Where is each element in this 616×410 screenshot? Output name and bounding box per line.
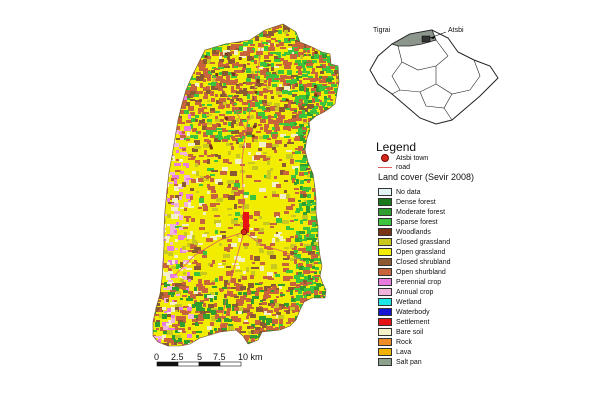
inset-ethiopia-map (369, 29, 499, 125)
landcover-label: Waterbody (396, 308, 430, 316)
scale-bar (156, 361, 242, 367)
landcover-legend-item: Bare soil (378, 327, 423, 337)
landcover-legend-title: Land cover (Sevir 2008) (378, 172, 475, 182)
landcover-legend-item: Lava (378, 347, 411, 357)
landcover-swatch (378, 208, 392, 216)
landcover-swatch (378, 298, 392, 306)
landcover-swatch (378, 338, 392, 346)
inset-town-label: Atsbi (448, 27, 464, 34)
landcover-label: Open grassland (396, 248, 446, 256)
landcover-swatch (378, 358, 392, 366)
landcover-label: Bare soil (396, 328, 424, 336)
landcover-label: Lava (396, 348, 412, 356)
study-area (153, 24, 339, 346)
landcover-swatch (378, 328, 392, 336)
landcover-swatch (378, 288, 392, 296)
landcover-label: Perennial crop (396, 278, 442, 286)
landcover-swatch (378, 198, 392, 206)
landcover-label: Wetland (396, 298, 422, 306)
landcover-legend-item: Rock (378, 337, 412, 347)
landcover-swatch (378, 228, 392, 236)
landcover-label: Annual crop (396, 288, 434, 296)
landcover-swatch (378, 218, 392, 226)
landcover-legend-item: Annual crop (378, 287, 433, 297)
legend-road-label: road (396, 163, 411, 171)
landcover-legend-item: Wetland (378, 297, 422, 307)
landcover-legend-item: Perennial crop (378, 277, 441, 287)
legend-road: road (378, 162, 410, 172)
landcover-legend-item: Moderate forest (378, 207, 445, 217)
landcover-label: Moderate forest (396, 208, 446, 216)
landcover-label: Rock (396, 338, 412, 346)
landcover-swatch (378, 308, 392, 316)
landcover-label: Settlement (396, 318, 430, 326)
landcover-legend-item: Woodlands (378, 227, 431, 237)
atsbi-inset-marker (421, 35, 431, 43)
scale-tick-2: 5 (197, 352, 203, 362)
landcover-legend-item: Waterbody (378, 307, 430, 317)
landcover-swatch (378, 258, 392, 266)
landcover-swatch (378, 348, 392, 356)
landcover-legend-item: Open shurbland (378, 267, 446, 277)
legend-town-label: Atsbi town (396, 154, 429, 162)
landcover-legend-item: Open grassland (378, 247, 445, 257)
landcover-swatch (378, 318, 392, 326)
landcover-label: Open shurbland (396, 268, 446, 276)
scale-tick-0: 0 (154, 352, 160, 362)
landcover-label: No data (396, 188, 421, 196)
landcover-label: Closed grassland (396, 238, 451, 246)
landcover-label: Woodlands (396, 228, 431, 236)
landcover-legend-item: Settlement (378, 317, 429, 327)
town-symbol-icon (378, 154, 392, 162)
scale-tick-3: 7.5 (213, 352, 226, 362)
landcover-label: Salt pan (396, 358, 422, 366)
atsbi-town-marker (240, 228, 248, 236)
settlement-area (243, 212, 249, 232)
landcover-label: Dense forest (396, 198, 436, 206)
landcover-legend-item: Closed grassland (378, 237, 450, 247)
landcover-swatch (378, 268, 392, 276)
scale-tick-1: 2.5 (171, 352, 184, 362)
landcover-legend-item: Salt pan (378, 357, 422, 367)
legend-title: Legend (376, 140, 417, 154)
landcover-swatch (378, 188, 392, 196)
landcover-swatch (378, 238, 392, 246)
legend-town: Atsbi town (378, 153, 428, 163)
inset-region-label: Tigrai (373, 27, 391, 34)
landcover-legend-item: No data (378, 187, 421, 197)
landcover-legend-item: Closed shrubland (378, 257, 450, 267)
road-symbol-icon (378, 163, 392, 171)
landcover-swatch (378, 278, 392, 286)
landcover-swatch (378, 248, 392, 256)
landcover-label: Sparse forest (396, 218, 438, 226)
scale-tick-4: 10 km (238, 352, 263, 362)
landcover-legend-item: Sparse forest (378, 217, 438, 227)
landcover-label: Closed shrubland (396, 258, 451, 266)
study-area-outline (152, 23, 340, 347)
landcover-legend-item: Dense forest (378, 197, 436, 207)
